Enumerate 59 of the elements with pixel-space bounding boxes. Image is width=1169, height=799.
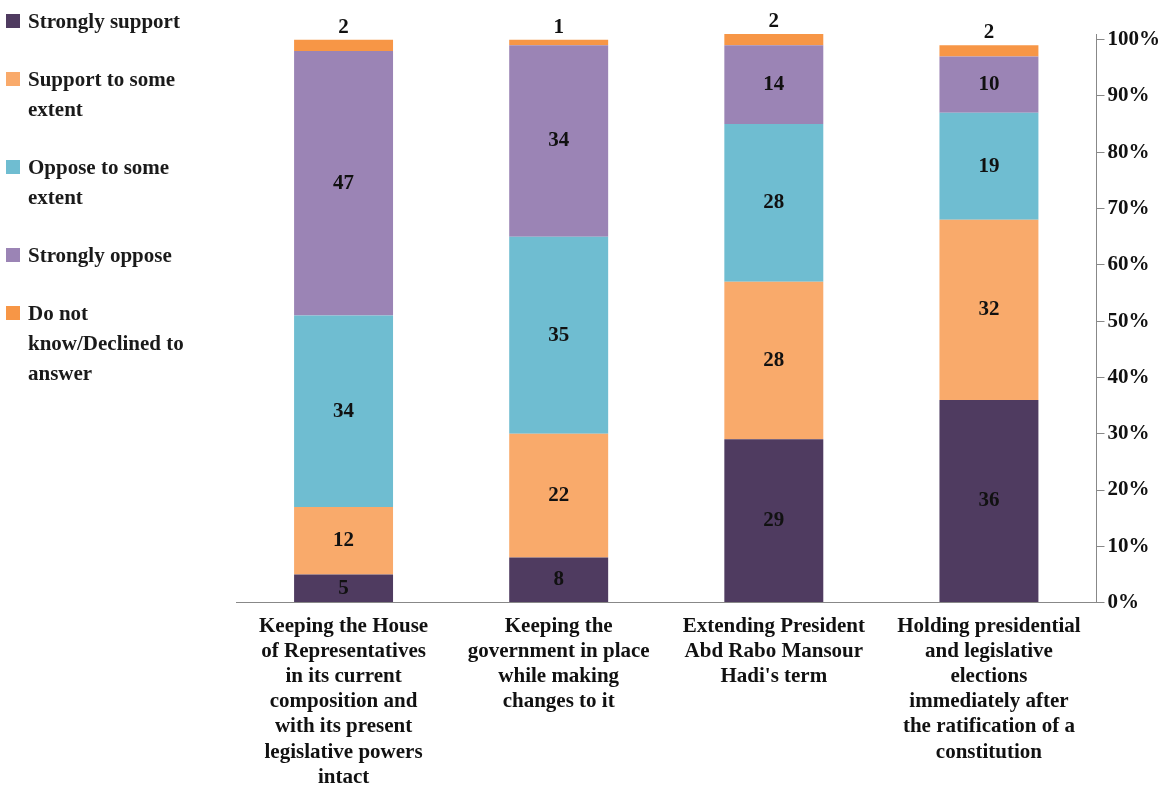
data-label: 35 bbox=[548, 321, 570, 346]
x-tick-label: Extending President Abd Rabo Mansour Hadi's term bbox=[682, 612, 865, 688]
data-label: 28 bbox=[763, 189, 785, 214]
bar bbox=[294, 506, 394, 575]
y-tick-label: 20% bbox=[1107, 476, 1150, 501]
data-label: 32 bbox=[978, 296, 1000, 321]
data-label: 1 bbox=[553, 13, 564, 38]
bar bbox=[939, 112, 1039, 220]
bar bbox=[294, 50, 394, 316]
data-label: 2 bbox=[983, 19, 995, 44]
y-tick-label: 0% bbox=[1107, 589, 1139, 614]
y-tick-label: 90% bbox=[1107, 82, 1150, 107]
bar bbox=[939, 219, 1039, 400]
y-tick-label: 60% bbox=[1107, 251, 1150, 276]
legend-label: Strongly oppose bbox=[28, 242, 172, 269]
data-label: 47 bbox=[333, 169, 355, 194]
bar bbox=[724, 281, 824, 440]
data-label: 12 bbox=[333, 527, 355, 552]
bar bbox=[509, 236, 609, 434]
bar bbox=[939, 56, 1039, 113]
data-label: 8 bbox=[553, 566, 564, 591]
data-label: 14 bbox=[763, 71, 785, 96]
y-tick-label: 10% bbox=[1107, 532, 1150, 557]
bar bbox=[509, 557, 609, 603]
x-tick-label: Keeping the government in place while making changes to it bbox=[467, 612, 650, 713]
legend-label: Oppose to some extent bbox=[28, 154, 171, 211]
x-tick-label: Holding presidential and legislative elections immediately after the ratification of a constitution bbox=[897, 612, 1081, 763]
bar bbox=[294, 574, 394, 603]
y-tick-label: 80% bbox=[1107, 138, 1150, 163]
data-label: 36 bbox=[978, 487, 1000, 512]
y-tick-label: 100% bbox=[1107, 26, 1160, 51]
bar bbox=[509, 45, 609, 237]
bar bbox=[939, 399, 1039, 603]
legend-label: Strongly support bbox=[28, 8, 180, 35]
y-tick-label: 50% bbox=[1107, 307, 1150, 332]
data-label: 2 bbox=[338, 13, 349, 38]
bar bbox=[294, 39, 394, 51]
bar bbox=[294, 315, 394, 507]
data-label: 2 bbox=[768, 7, 780, 32]
legend-label: Support to some extent bbox=[28, 66, 176, 123]
x-tick-label: Keeping the House of Representatives in its current composition and with its present legislative powers intact bbox=[258, 612, 429, 788]
bar bbox=[939, 45, 1039, 57]
bar bbox=[724, 34, 824, 46]
y-tick-label: 30% bbox=[1107, 420, 1150, 445]
y-tick-label: 70% bbox=[1107, 194, 1150, 219]
y-tick-label: 40% bbox=[1107, 363, 1150, 388]
data-label: 34 bbox=[333, 397, 355, 422]
data-label: 10 bbox=[978, 71, 1000, 96]
data-label: 28 bbox=[763, 346, 785, 371]
data-label: 22 bbox=[548, 482, 570, 507]
data-label: 34 bbox=[548, 127, 570, 152]
bar bbox=[724, 124, 824, 282]
data-label: 29 bbox=[763, 507, 785, 532]
bar bbox=[509, 433, 609, 558]
data-label: 5 bbox=[338, 574, 349, 599]
bar bbox=[724, 45, 824, 125]
data-label: 19 bbox=[978, 152, 1000, 177]
bar bbox=[724, 439, 824, 603]
legend-label: Do not know/Declined to answer bbox=[28, 300, 185, 387]
